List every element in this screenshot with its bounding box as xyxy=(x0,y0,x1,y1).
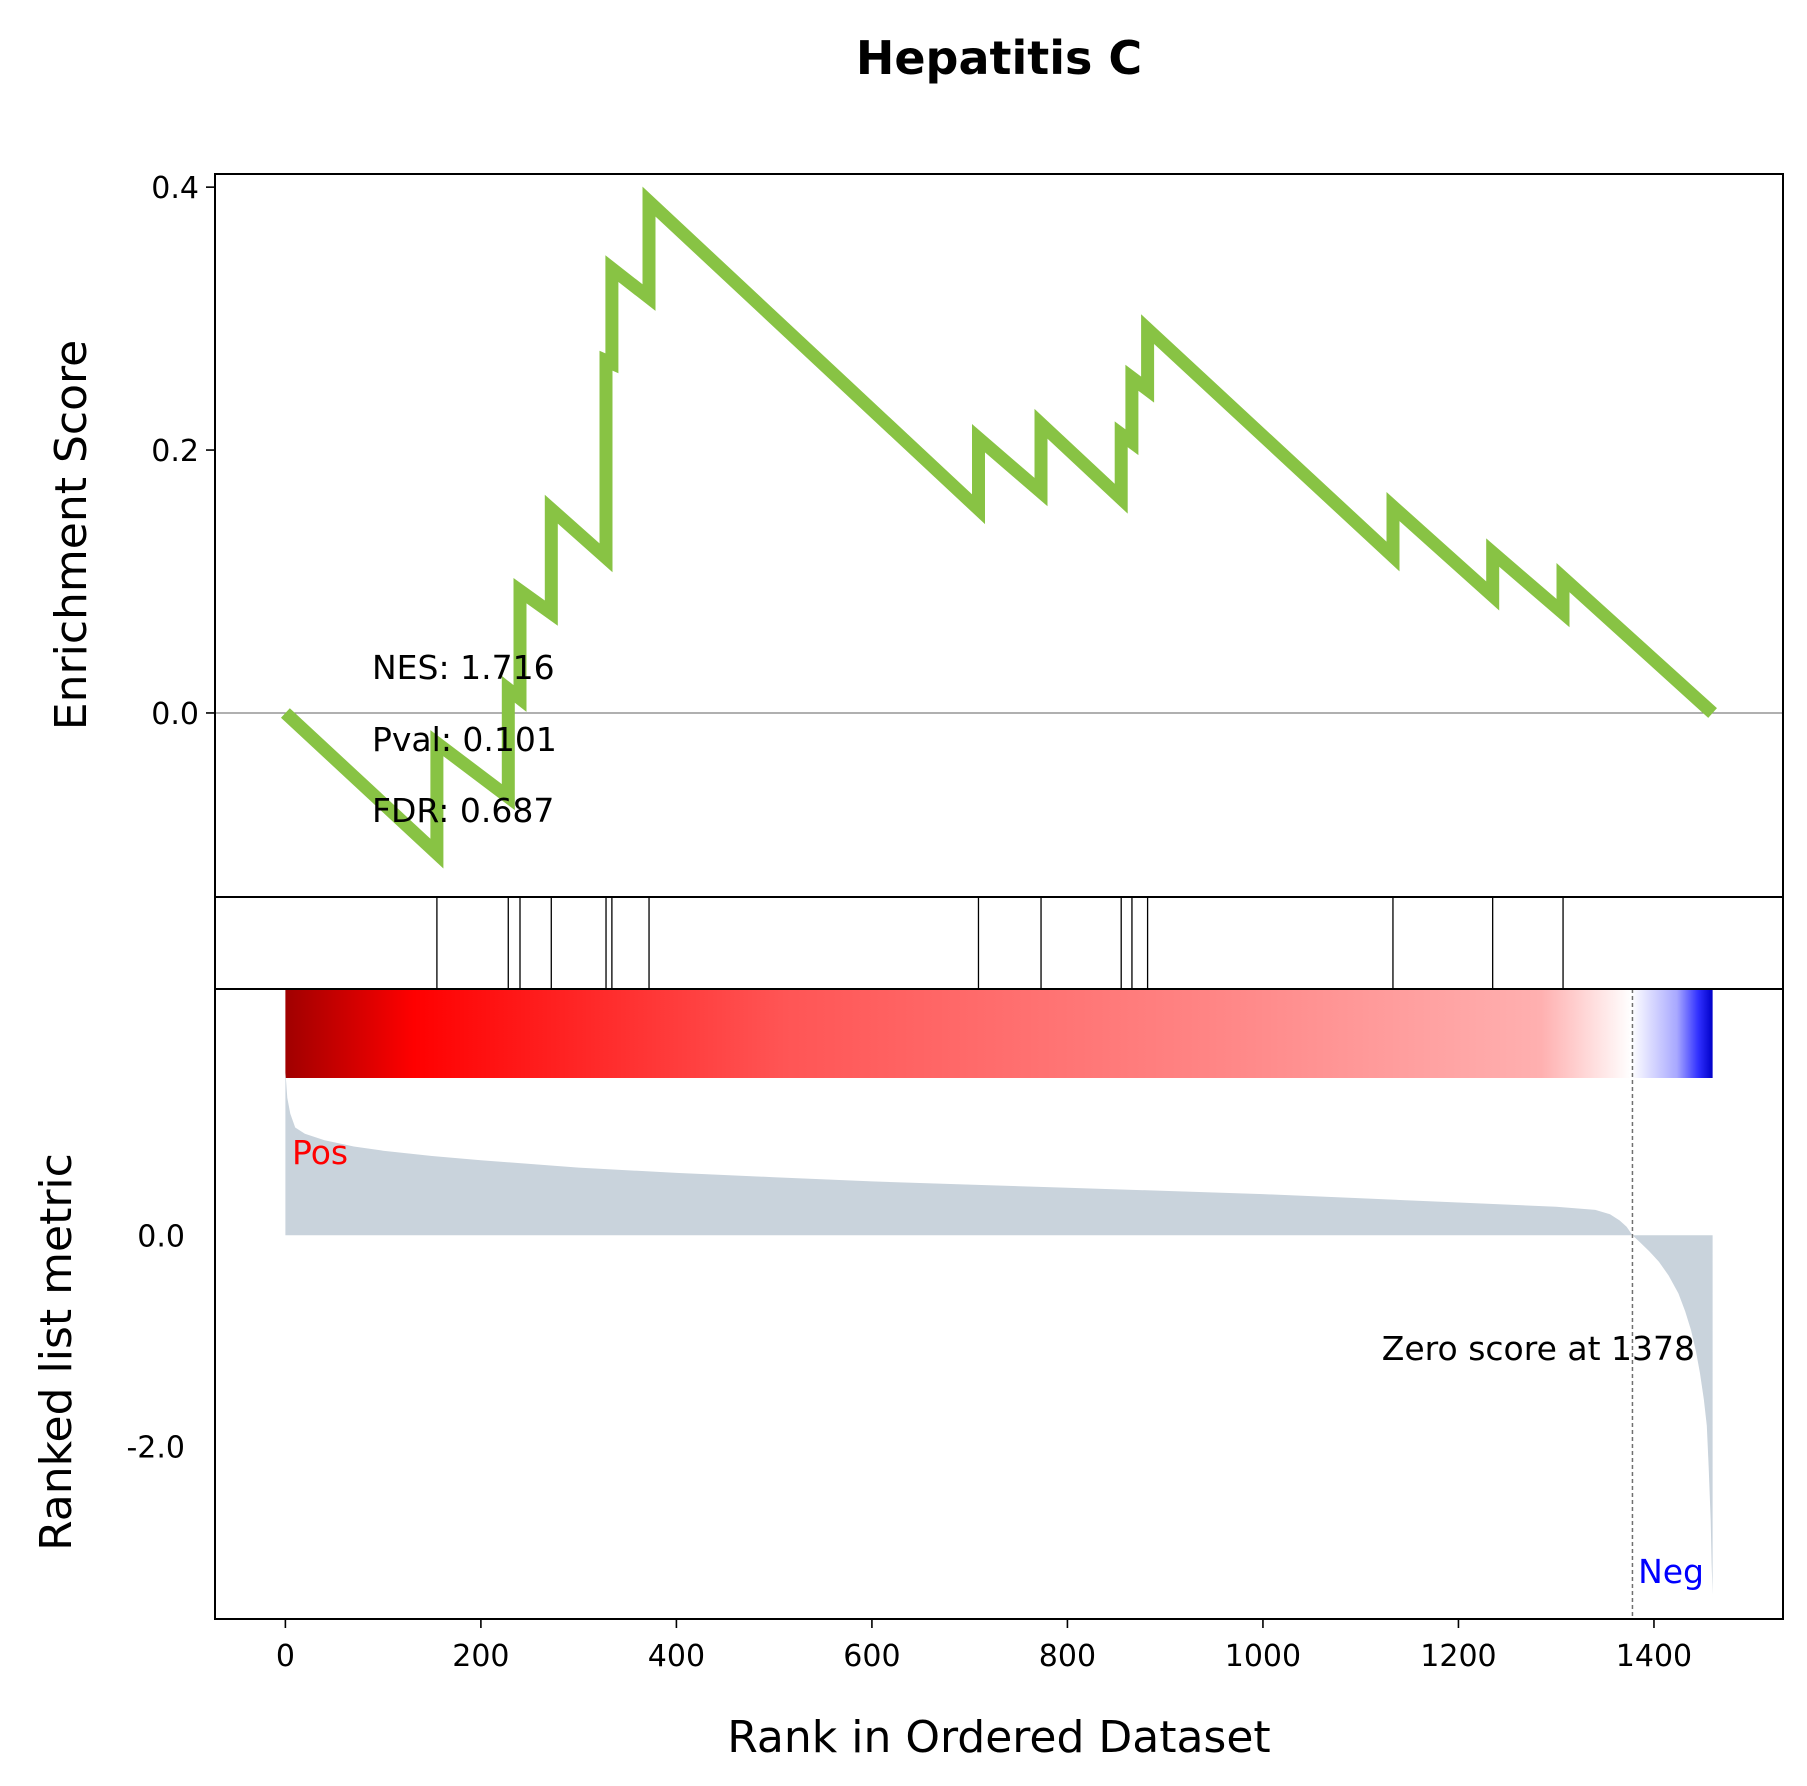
rank-y-axis-title: Ranked list metric xyxy=(31,1153,82,1551)
rank-panel-frame xyxy=(214,988,1784,1620)
x-tick-label: 600 xyxy=(843,1639,900,1674)
es-y-tick-label: 0.0 xyxy=(151,697,199,732)
es-stat-pval: Pval: 0.101 xyxy=(372,720,557,759)
rank-color-bar xyxy=(285,990,1713,1078)
enrichment-score-line xyxy=(280,186,1717,869)
hits-panel xyxy=(214,896,1784,990)
x-axis: 0 200 400 600 800 1000 1200 1400 xyxy=(276,1619,1692,1674)
rank-y-tick-label: 0.0 xyxy=(137,1219,185,1254)
es-y-tick-label: 0.2 xyxy=(151,434,199,469)
pos-label: Pos xyxy=(292,1133,348,1172)
x-tick-label: 400 xyxy=(648,1639,705,1674)
chart-title: Hepatitis C xyxy=(856,31,1142,85)
x-tick-label: 1200 xyxy=(1420,1639,1496,1674)
es-panel-frame xyxy=(214,173,1784,898)
x-tick-label: 1400 xyxy=(1616,1639,1692,1674)
x-tick-label: 200 xyxy=(452,1639,509,1674)
ranked-metric-area xyxy=(285,1071,1713,1595)
x-tick-label: 0 xyxy=(276,1639,295,1674)
rank-y-axis: 0.0 -2.0 xyxy=(126,1219,185,1465)
es-stat-nes: NES: 1.716 xyxy=(372,648,555,687)
x-tick-label: 800 xyxy=(1039,1639,1096,1674)
es-y-axis: 0.0 0.2 0.4 xyxy=(151,171,215,732)
zero-cross-label: Zero score at 1378 xyxy=(1382,1329,1695,1368)
x-axis-title: Rank in Ordered Dataset xyxy=(727,1712,1270,1763)
ranked-metric-panel: 0.0 -2.0 Pos Neg Zero score at 1378 Ranke… xyxy=(31,988,1784,1620)
enrichment-panel: 0.0 0.2 0.4 NES: 1.716 Pval: 0.101 FDR: 0.… xyxy=(46,171,1784,898)
es-stat-fdr: FDR: 0.687 xyxy=(372,791,554,830)
hit-lines xyxy=(436,897,1564,989)
hits-panel-frame xyxy=(214,896,1784,990)
neg-label: Neg xyxy=(1638,1552,1704,1591)
es-y-axis-title: Enrichment Score xyxy=(46,340,97,730)
rank-y-tick-label: -2.0 xyxy=(126,1431,185,1466)
es-y-tick-label: 0.4 xyxy=(151,171,199,206)
x-tick-label: 1000 xyxy=(1225,1639,1301,1674)
